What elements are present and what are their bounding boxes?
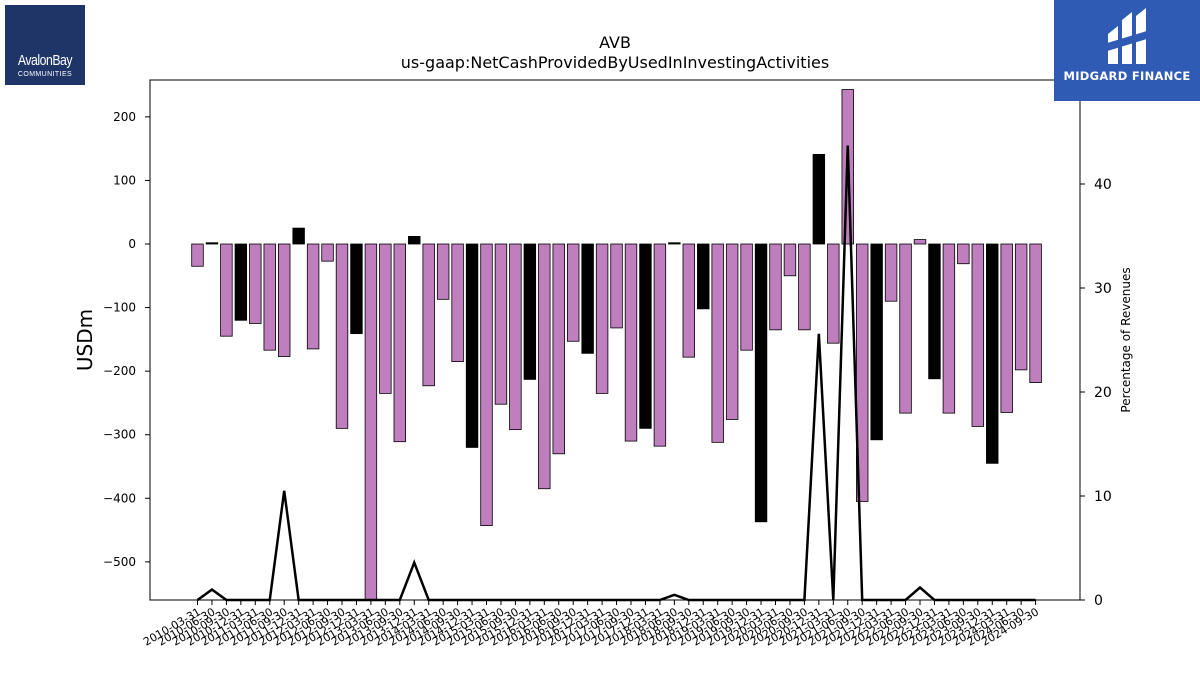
bar-2024-06-30 [1014, 243, 1028, 371]
bar-2011-03-31 [249, 243, 262, 324]
bar-2020-06-30 [783, 243, 797, 277]
bar-2015-12-31 [523, 243, 537, 380]
bar-2022-03-31 [884, 243, 898, 302]
y-tick-label: 100 [113, 173, 136, 187]
bar-2014-03-31 [422, 243, 435, 387]
bar-2020-12-31 [812, 153, 826, 245]
bar-2012-12-31 [350, 243, 363, 335]
bar-2010-06-30 [205, 242, 219, 245]
bar-2017-03-31 [595, 243, 609, 394]
bar-2014-06-30 [436, 243, 450, 300]
bar-2019-09-30 [740, 243, 753, 351]
bar-2013-09-30 [393, 243, 407, 443]
bar-2024-09-30 [1029, 243, 1042, 383]
bar-2012-03-31 [306, 243, 320, 350]
bar-2022-12-31 [928, 243, 941, 380]
y2-tick-label: 20 [1094, 385, 1112, 401]
bar-2013-03-31 [364, 243, 378, 601]
bar-2016-12-31 [581, 243, 594, 354]
bar-2018-06-30 [668, 242, 681, 245]
chart-title: AVB [599, 33, 631, 52]
avalonbay-logo-sub: COMMUNITIES [17, 71, 73, 78]
bar-series [191, 89, 1042, 601]
y2-tick-label: 10 [1094, 489, 1112, 505]
midgard-emblem-icon [1104, 8, 1150, 64]
bar-2017-09-30 [624, 243, 638, 442]
bar-2012-06-30 [321, 243, 334, 262]
x-axis: 2010-03-312010-06-302010-09-302010-12-31… [141, 600, 1041, 649]
y2-axis-label: Percentage of Revenues [1119, 267, 1133, 412]
y2-tick-label: 40 [1094, 177, 1112, 193]
bar-2018-09-30 [682, 243, 696, 358]
bar-2018-12-31 [697, 243, 710, 310]
bar-2010-09-30 [220, 243, 233, 337]
bar-2023-09-30 [971, 243, 985, 427]
bar-2010-03-31 [191, 243, 204, 267]
bar-2019-03-31 [711, 243, 724, 443]
bar-2016-09-30 [567, 243, 580, 342]
bar-2022-06-30 [899, 243, 912, 414]
bar-2017-12-31 [639, 243, 652, 429]
bar-2019-06-30 [725, 243, 739, 420]
midgard-logo-name: MIDGARD FINANCE [1063, 69, 1191, 83]
bar-2013-12-31 [408, 235, 421, 245]
bar-2022-09-30 [913, 239, 927, 245]
y-axis: 200 100 0 −100 −200 −300 −400 −500 [103, 110, 150, 569]
bar-2015-09-30 [509, 243, 522, 431]
bar-2013-06-30 [379, 243, 392, 394]
bar-2015-03-31 [480, 243, 493, 527]
y2-tick-label: 30 [1094, 281, 1112, 297]
bar-2023-12-31 [986, 243, 999, 464]
bar-2011-06-30 [263, 243, 276, 351]
y-tick-label: −300 [103, 428, 136, 442]
bar-2023-03-31 [942, 243, 956, 414]
bar-2011-12-31 [292, 227, 305, 245]
avalonbay-logo-name: AvalonBay [17, 52, 73, 69]
bar-2018-03-31 [653, 243, 667, 447]
bar-2011-09-30 [277, 243, 291, 357]
avalonbay-logo: AvalonBay COMMUNITIES [5, 5, 85, 85]
y2-tick-label: 0 [1094, 593, 1103, 609]
bar-2017-06-30 [610, 243, 623, 329]
y-tick-label: −500 [103, 555, 136, 569]
y-axis-label: USDm [73, 309, 97, 371]
bar-2020-03-31 [769, 243, 782, 331]
y-tick-label: 200 [113, 110, 136, 124]
chart-subtitle: us-gaap:NetCashProvidedByUsedInInvesting… [401, 53, 829, 72]
bar-2021-03-31 [827, 243, 840, 344]
bar-2021-09-30 [856, 243, 869, 502]
bar-2015-06-30 [494, 243, 508, 405]
bar-2016-06-30 [552, 243, 565, 455]
y2-axis: 01020304050 [1080, 73, 1112, 609]
y-tick-label: 0 [128, 237, 136, 251]
bar-2014-12-31 [465, 243, 479, 448]
midgard-finance-logo: MIDGARD FINANCE [1054, 0, 1200, 101]
bar-2020-09-30 [798, 243, 811, 331]
bar-2010-12-31 [234, 243, 248, 321]
bar-2012-09-30 [335, 243, 349, 429]
bar-2021-12-31 [870, 243, 883, 441]
bar-2014-09-30 [451, 243, 464, 363]
y-tick-label: −100 [103, 301, 136, 315]
bar-2019-12-31 [754, 243, 768, 523]
bar-2024-03-31 [1000, 243, 1013, 413]
bar-2023-06-30 [957, 243, 970, 265]
bar-2016-03-31 [538, 243, 551, 490]
y-tick-label: −200 [103, 364, 136, 378]
y-tick-label: −400 [103, 491, 136, 505]
